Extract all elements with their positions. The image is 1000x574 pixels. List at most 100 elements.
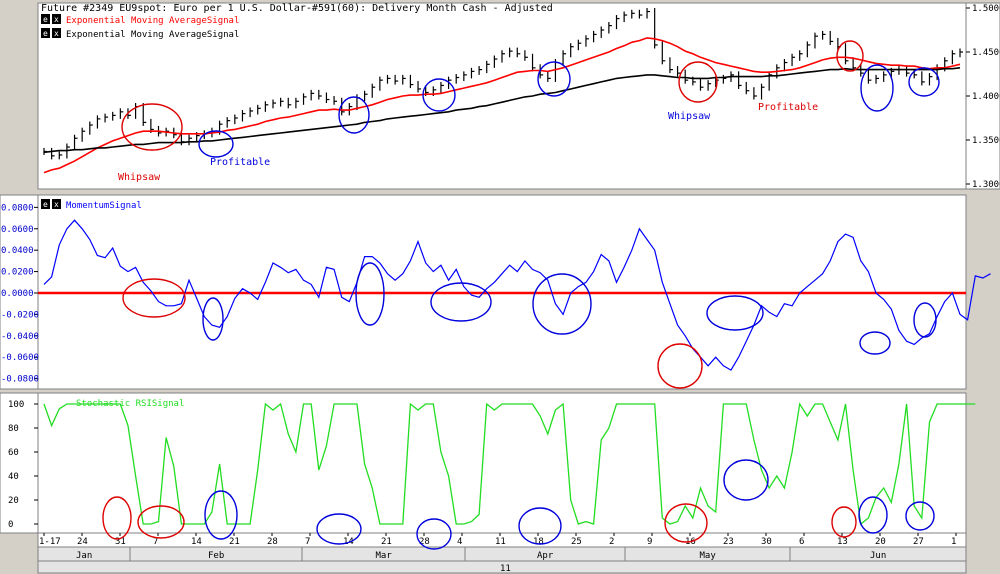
- legend1-e-button[interactable]: [41, 14, 50, 24]
- annotation-circle: [532, 273, 592, 335]
- ema-red-line: [43, 37, 961, 174]
- annotation-circle: [102, 496, 132, 540]
- month-label: May: [700, 551, 717, 561]
- annotation-circle: [518, 507, 562, 545]
- day-tick-label: 6: [799, 537, 804, 547]
- annotation-circle: [121, 103, 183, 151]
- year-label: 11: [500, 564, 511, 574]
- month-label: Feb: [208, 551, 224, 561]
- stoch-y-tick-label: 20: [8, 496, 19, 506]
- stoch-y-tick-label: 40: [8, 472, 19, 482]
- annotation-circle: [860, 64, 894, 112]
- day-tick-label: 1-17: [39, 537, 61, 547]
- day-tick-label: 11: [495, 537, 506, 547]
- annotation-circle: [678, 61, 718, 103]
- day-tick-label: 2: [609, 537, 614, 547]
- annotation-circle: [706, 295, 764, 331]
- legend1-x-button[interactable]: [52, 14, 61, 24]
- momentum-y-tick-label: 0.0200: [1, 268, 34, 278]
- day-tick-label: 31: [115, 537, 126, 547]
- momentum-line: [43, 219, 991, 371]
- day-tick-label: 24: [77, 537, 88, 547]
- annotation-circles: [102, 40, 940, 550]
- momentum-y-tick-label: 0.0800: [1, 203, 34, 213]
- year-axis: [37, 560, 967, 574]
- stoch-y-tick-label: 80: [8, 424, 19, 434]
- price-y-tick-label: 1.5000: [972, 4, 1000, 14]
- annotation-circle: [198, 130, 234, 158]
- annotation-circle: [202, 297, 224, 341]
- stoch-y-tick-label: 60: [8, 448, 19, 458]
- annotation-circle: [836, 40, 864, 72]
- month-label: Jan: [76, 551, 92, 561]
- annotation-circle: [422, 78, 456, 112]
- day-tick-label: 13: [837, 537, 848, 547]
- momentum-y-tick-label: -0.0800: [1, 375, 39, 385]
- legend2-e-text: e: [43, 29, 48, 38]
- legend1-label: Exponential Moving AverageSignal: [66, 16, 239, 26]
- annotation-circle: [537, 61, 571, 97]
- day-tick-label: 20: [875, 537, 886, 547]
- month-label: Jun: [870, 551, 886, 561]
- day-tick-label: 4: [457, 537, 462, 547]
- annotation-circle: [657, 343, 703, 389]
- day-tick-label: 28: [419, 537, 430, 547]
- legend2-e-button[interactable]: [41, 28, 50, 38]
- annotation-circle: [913, 302, 937, 338]
- stoch-y-tick-label: 0: [8, 520, 13, 530]
- month-label: Apr: [537, 551, 554, 561]
- momentum-x-text: x: [54, 200, 59, 209]
- stoch-panel: [37, 392, 967, 534]
- legend2-x-text: x: [54, 29, 59, 38]
- momentum-x-button[interactable]: [52, 199, 61, 209]
- day-tick-label: 25: [571, 537, 582, 547]
- price-y-axis: [965, 2, 1000, 190]
- momentum-label: MomentumSignal: [66, 201, 142, 211]
- price-y-tick-label: 1.3500: [972, 136, 1000, 146]
- momentum-e-text: e: [43, 200, 48, 209]
- momentum-y-tick-label: 0.0600: [1, 225, 34, 235]
- legend1-e-text: e: [43, 15, 48, 24]
- annotation-circle: [430, 282, 492, 322]
- day-tick-label: 27: [913, 537, 924, 547]
- annotation-circle: [859, 331, 891, 355]
- annotation-circle: [355, 262, 385, 326]
- series-layer: [38, 8, 991, 526]
- day-tick-label: 21: [381, 537, 392, 547]
- annotation-whipsaw-2: Whipsaw: [668, 111, 711, 122]
- momentum-y-tick-label: 0.0000: [1, 289, 34, 299]
- stoch-rsi-line: [43, 402, 976, 526]
- day-tick-label: 23: [723, 537, 734, 547]
- day-tick-label: 18: [533, 537, 544, 547]
- momentum-y-tick-label: 0.0400: [1, 246, 34, 256]
- annotation-circle: [905, 501, 935, 531]
- annotation-circle: [316, 513, 362, 545]
- month-label: Mar: [376, 551, 393, 561]
- day-tick-label: 7: [305, 537, 310, 547]
- day-tick-label: 30: [761, 537, 772, 547]
- annotation-circle: [908, 67, 940, 97]
- annotation-circle: [416, 518, 452, 550]
- annotation-circle: [831, 506, 857, 538]
- day-tick-label: 21: [229, 537, 240, 547]
- momentum-y-tick-label: -0.0200: [1, 310, 39, 320]
- day-tick-label: 7: [153, 537, 158, 547]
- annotation-circle: [723, 459, 769, 501]
- annotation-circle: [204, 490, 238, 540]
- annotation-circle: [137, 505, 185, 539]
- day-tick-label: 1: [951, 537, 956, 547]
- day-tick-label: 28: [267, 537, 278, 547]
- month-axis: [37, 546, 967, 562]
- legend2-x-button[interactable]: [52, 28, 61, 38]
- annotation-circle: [664, 503, 708, 543]
- annotation-profitable-2: Profitable: [758, 102, 818, 113]
- annotation-circle: [858, 496, 888, 534]
- momentum-e-button[interactable]: [41, 199, 50, 209]
- annotation-whipsaw-1: Whipsaw: [118, 172, 161, 183]
- annotation-circle: [122, 278, 186, 318]
- stoch-label: Stochastic RSISignal: [76, 399, 184, 409]
